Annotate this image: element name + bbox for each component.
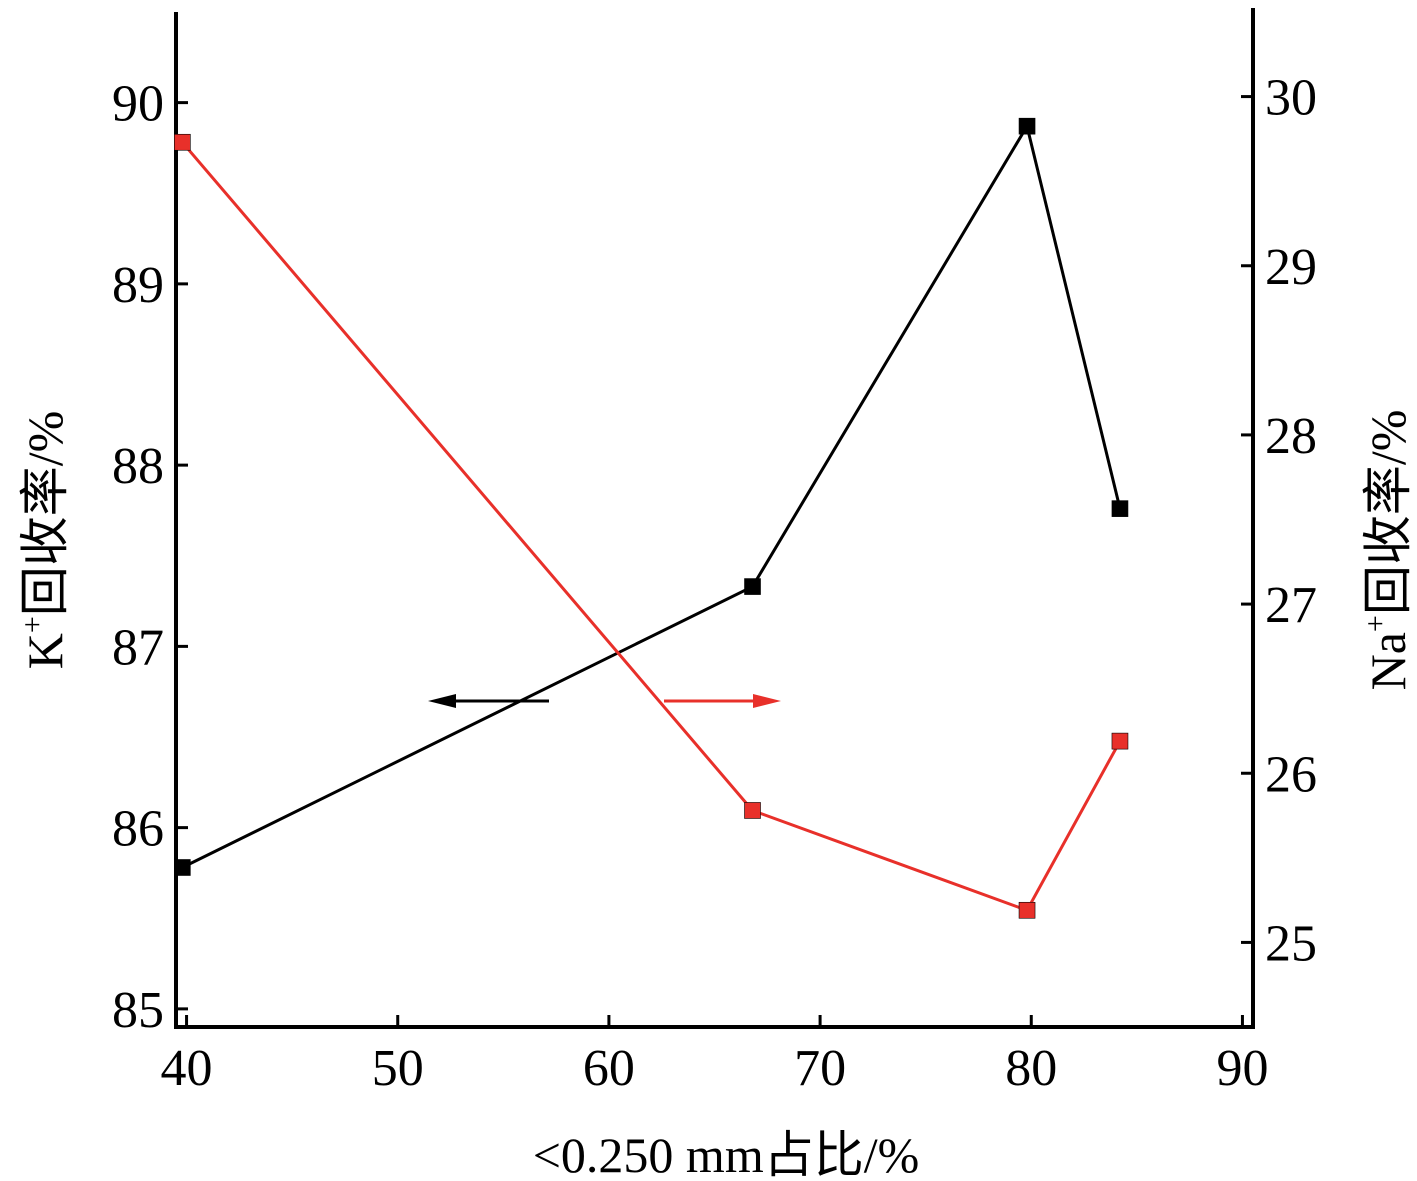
right-y-tick-label-29: 29 [1265, 239, 1317, 296]
x-tick-label-50: 50 [372, 1040, 424, 1097]
series-1-line [181, 141, 1122, 913]
x-tick-label-90: 90 [1216, 1040, 1268, 1097]
left-arrow-head [428, 694, 456, 708]
left-y-tick-label-85: 85 [112, 982, 164, 1039]
right-axis-title-rest: 回收率/% [1360, 410, 1416, 616]
x-axis-title: <0.250 mm占比/% [533, 1127, 920, 1181]
series-1-point-3 [1111, 732, 1129, 750]
left-y-tick-label-86: 86 [112, 801, 164, 858]
series-0-point-0 [174, 859, 191, 876]
x-tick-label-40: 40 [161, 1040, 213, 1097]
ticks: 40 50 60 70 80 90 85 86 87 88 89 90 25 26 27 28 29 30 [112, 70, 1317, 1097]
left-y-tick-label-87: 87 [112, 619, 164, 676]
series-0-point-1 [744, 578, 761, 595]
right-y-tick-label-26: 26 [1265, 746, 1317, 803]
right-axis-title-main: Na [1360, 632, 1416, 690]
right-arrow-head [753, 694, 781, 708]
right-y-tick-label-30: 30 [1265, 70, 1317, 127]
series-0-point-3 [1111, 500, 1129, 517]
left-axis-title-main: K [17, 633, 73, 669]
right-y-tick-label-27: 27 [1265, 577, 1317, 634]
left-axis-title-sup: + [16, 616, 49, 633]
series-1-point-1 [744, 802, 761, 819]
axes [174, 8, 1255, 1029]
right-y-tick-label-25: 25 [1265, 915, 1317, 972]
right-axis-title: Na+回收率/% [1359, 410, 1416, 691]
x-tick-label-80: 80 [1005, 1040, 1057, 1097]
left-y-tick-label-89: 89 [112, 257, 164, 314]
series-layer [174, 117, 1129, 919]
annotation-layer [428, 694, 781, 708]
left-axis-title: K+回收率/% [16, 411, 73, 670]
series-1-point-2 [1018, 901, 1036, 919]
series-0-point-2 [1018, 117, 1036, 135]
series-0-line [181, 122, 1122, 869]
x-tick-label-60: 60 [583, 1040, 635, 1097]
right-y-tick-label-28: 28 [1265, 408, 1317, 465]
series-1-point-0 [174, 133, 191, 151]
x-tick-label-70: 70 [794, 1040, 846, 1097]
left-y-tick-label-90: 90 [112, 76, 164, 133]
left-y-tick-label-88: 88 [112, 438, 164, 495]
right-axis-title-sup: + [1359, 615, 1392, 632]
left-axis-title-rest: 回收率/% [17, 411, 73, 617]
